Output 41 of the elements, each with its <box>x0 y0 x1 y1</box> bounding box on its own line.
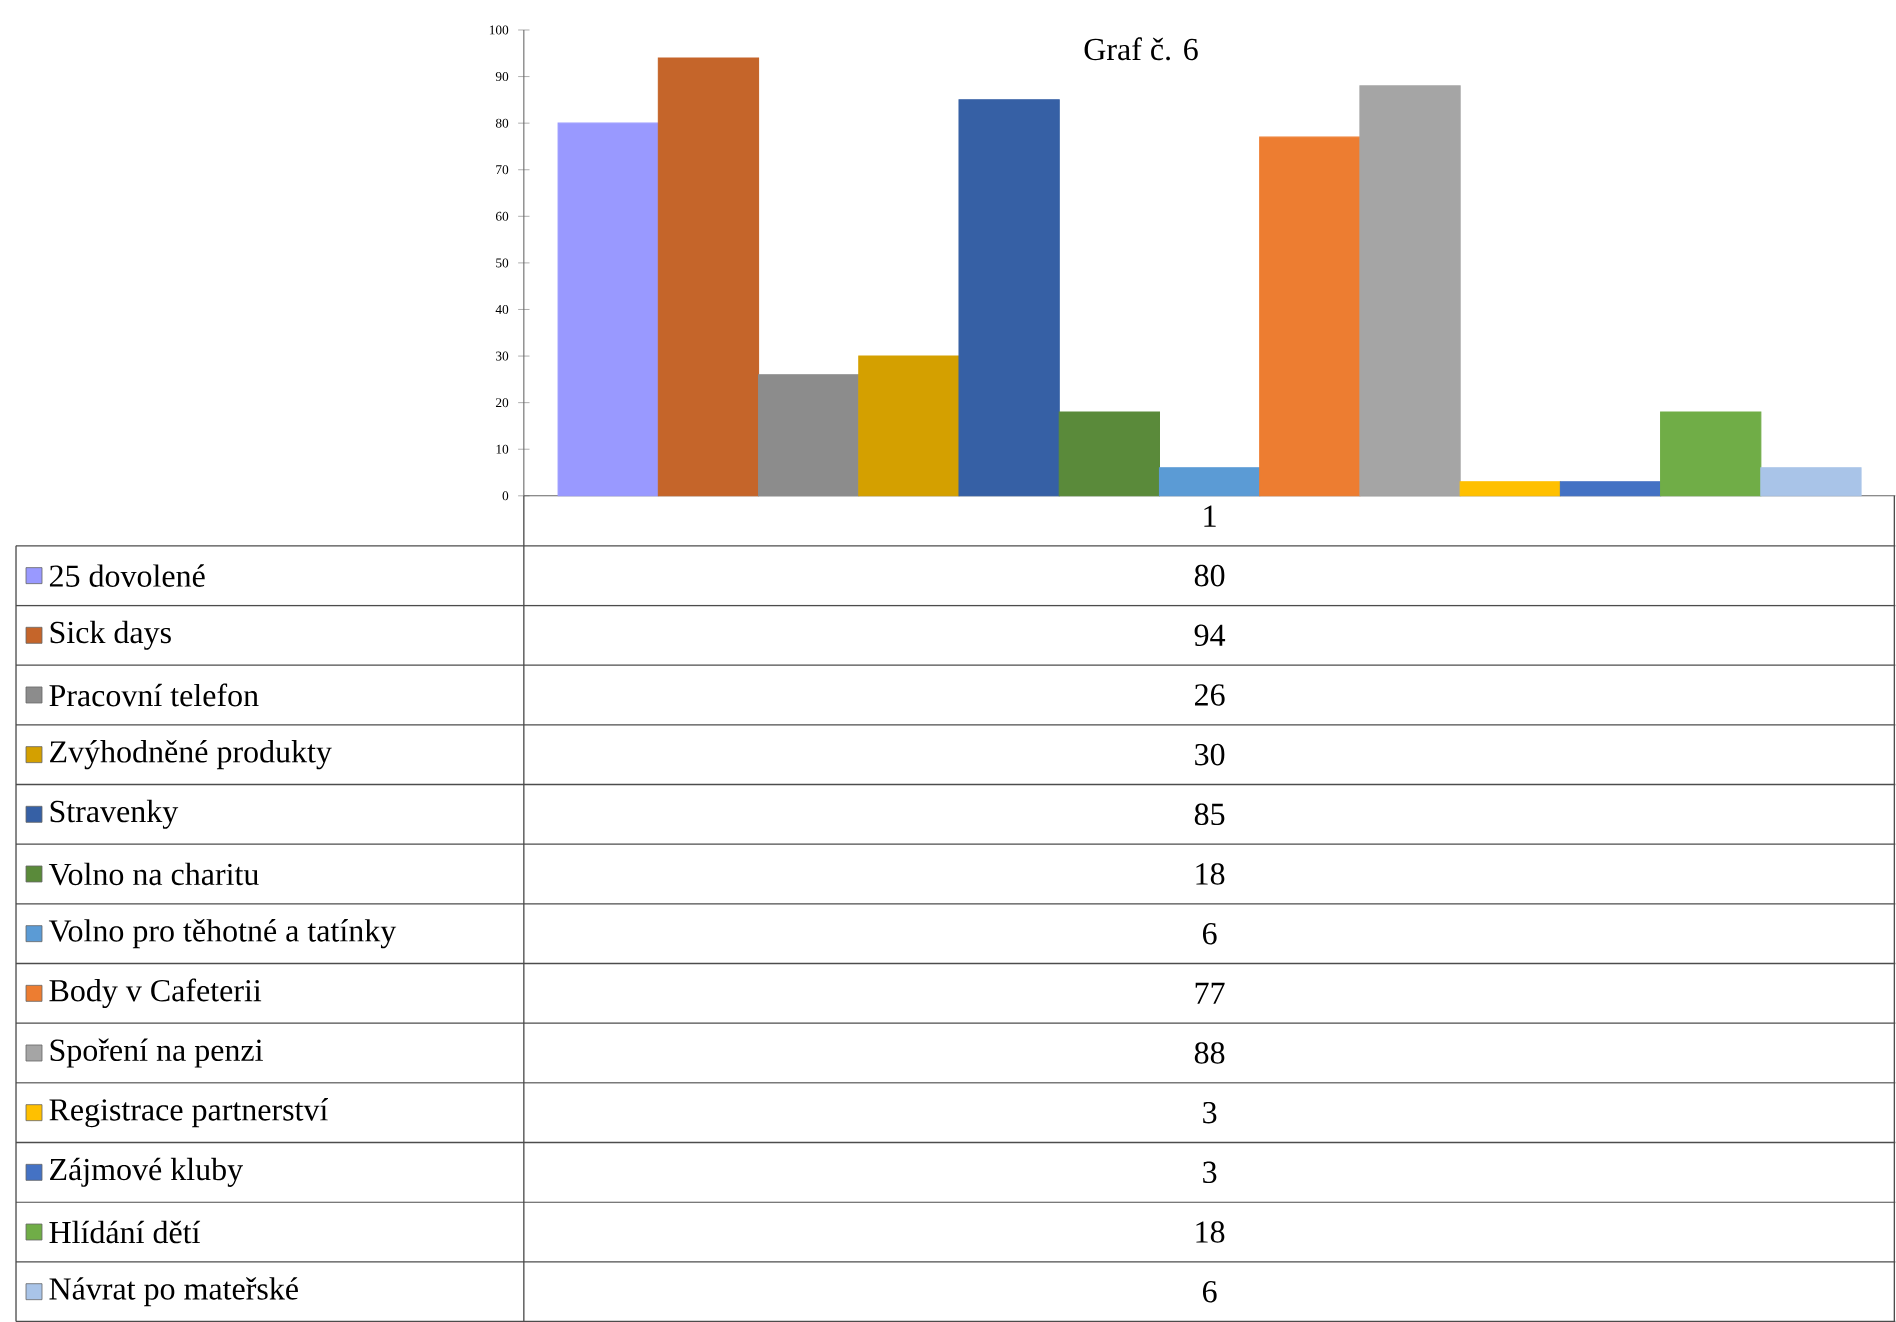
x-tick-label: 1 <box>1204 505 1216 527</box>
text: 18 <box>1196 1221 1225 1243</box>
legend-label: Registrace partnerství <box>49 1098 328 1128</box>
legend-label: Pracovní telefon <box>49 683 259 707</box>
text: 6 <box>1202 1280 1217 1303</box>
text: 94 <box>1194 624 1226 646</box>
bar <box>1559 481 1662 497</box>
text: 30 <box>1195 743 1225 766</box>
legend-label: Stravenky <box>50 799 179 829</box>
bar <box>1760 467 1862 497</box>
legend-label: Zvýhodněné produkty <box>50 739 332 770</box>
text: 6 <box>1202 922 1217 945</box>
bar <box>1459 481 1561 497</box>
legend-label: Zájmové kluby <box>50 1157 244 1187</box>
text: 26 <box>1195 684 1225 706</box>
legend-label: Volno na charitu <box>48 862 259 886</box>
bar <box>1660 411 1762 497</box>
bar <box>958 99 1060 497</box>
bar <box>1359 85 1461 497</box>
text: 3 <box>1203 1161 1217 1183</box>
legend-label: Návrat po mateřské <box>49 1277 298 1307</box>
bar <box>1058 411 1161 497</box>
text: 80 <box>1194 564 1225 587</box>
bar <box>758 374 860 497</box>
text: 77 <box>1195 982 1225 1004</box>
text: 85 <box>1194 803 1225 825</box>
bar <box>858 355 960 497</box>
legend-label: 25 dovolené <box>49 564 205 587</box>
text: 3 <box>1203 1101 1217 1124</box>
bar <box>1259 136 1361 497</box>
bar <box>557 122 659 497</box>
legend-label: Sick days <box>50 620 171 650</box>
text: 88 <box>1194 1042 1225 1064</box>
bar <box>1158 467 1261 497</box>
legend-label: Volno pro těhotné a tatínky <box>48 919 397 949</box>
text: 18 <box>1196 863 1225 885</box>
legend-label: Hlídání dětí <box>49 1220 201 1244</box>
chart-title: Graf č. 6 <box>1084 37 1198 61</box>
legend-label: Spoření na penzi <box>50 1038 263 1068</box>
bar <box>657 57 760 497</box>
legend-label: Body v Cafeterii <box>49 978 262 1008</box>
